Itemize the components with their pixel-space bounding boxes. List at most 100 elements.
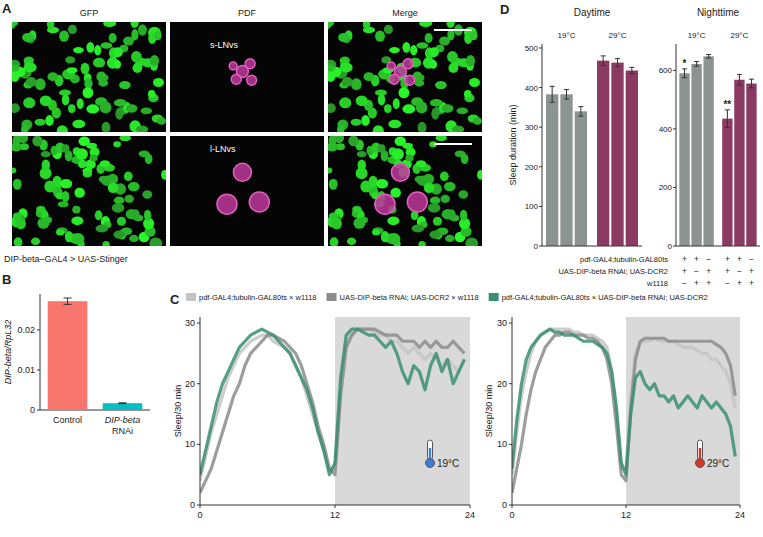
- gfp-cell: [477, 170, 482, 180]
- gfp-cell: [26, 77, 37, 87]
- gfp-cell: [73, 47, 84, 53]
- gfp-cell: [416, 42, 428, 48]
- gfp-cell: [352, 206, 361, 213]
- gfp-cell: [94, 45, 101, 55]
- panel-label: C: [170, 292, 180, 307]
- error-stem: [684, 69, 685, 78]
- gfp-cell: [12, 167, 16, 173]
- series-line: [200, 329, 464, 493]
- gfp-cell: [424, 182, 435, 192]
- gfp-cell: [405, 155, 413, 162]
- error-stem: [708, 55, 709, 59]
- y-tick-label: 0: [668, 242, 673, 251]
- bars: [679, 55, 756, 246]
- scale-bar: [434, 29, 472, 31]
- gfp-cell: [113, 47, 123, 57]
- y-tick-label: 30: [185, 318, 195, 328]
- micrograph-content: [12, 136, 166, 246]
- y-tick-label: 10: [185, 439, 195, 449]
- y-tick: [673, 246, 676, 247]
- pdf-cell: [403, 59, 413, 69]
- gfp-cell: [12, 65, 19, 72]
- bar: [546, 94, 558, 246]
- y-tick: [539, 87, 542, 88]
- gfp-cell: [42, 159, 51, 170]
- x-axis: [676, 246, 760, 247]
- legend-entry: pdf-GAL4;tubulin-GAL80ts × w1118: [199, 293, 317, 302]
- gfp-cell: [373, 125, 384, 132]
- genotype-sign: −: [694, 266, 699, 276]
- pdf-cell: [233, 163, 251, 181]
- series-line: [200, 329, 464, 475]
- genotype-sign: +: [682, 266, 687, 276]
- gfp-cell: [384, 25, 393, 34]
- gfp-cell: [440, 172, 449, 181]
- gfp-cell: [113, 141, 121, 147]
- y-tick-label: 20: [497, 379, 507, 389]
- error-stem: [67, 298, 68, 304]
- gfp-cell: [89, 155, 97, 162]
- gfp-cell: [100, 102, 112, 114]
- y-axis: [512, 317, 513, 505]
- caption: DIP-beta–GAL4 > UAS-Stinger: [4, 254, 128, 264]
- x-tick: [740, 505, 741, 508]
- genotype-sign: +: [749, 266, 754, 276]
- y-tick: [197, 323, 200, 324]
- micrograph-content: [229, 59, 256, 86]
- y-tick: [539, 246, 542, 247]
- genotype-label: pdf-GAL4;tubulin-GAL80ts: [580, 255, 668, 264]
- thermometer-bulb: [426, 459, 435, 468]
- group-label: 29°C: [730, 31, 748, 40]
- error-cap: [564, 89, 569, 90]
- gfp-cell: [356, 96, 368, 107]
- gfp-cell: [378, 94, 385, 105]
- significance-mark: **: [723, 99, 731, 110]
- gfp-cell: [337, 125, 345, 132]
- column-header: GFP: [80, 8, 99, 18]
- legend-entry: UAS-DIP-beta RNAi; UAS-DCR2 × w1118: [340, 293, 479, 302]
- gfp-cell: [339, 97, 351, 108]
- gfp-cell: [56, 229, 64, 235]
- gfp-cell: [398, 87, 409, 98]
- micrograph: [12, 22, 166, 132]
- gfp-cell: [72, 206, 80, 214]
- genotype-label: w1118: [646, 279, 668, 288]
- error-stem: [566, 90, 567, 100]
- column-header: PDF: [238, 8, 257, 18]
- gfp-cell: [72, 233, 85, 245]
- gfp-cell: [393, 98, 400, 109]
- legend-swatch: [327, 293, 337, 301]
- pdf-cell: [247, 75, 257, 85]
- gfp-cell: [381, 231, 389, 242]
- pdf-cell: [231, 74, 241, 84]
- micrograph-content: [328, 136, 482, 246]
- gfp-cell: [93, 58, 105, 68]
- micrograph-content: [217, 163, 269, 214]
- gfp-cell: [114, 99, 127, 107]
- error-bar: [682, 69, 687, 78]
- x-tick-label: Control: [53, 415, 82, 425]
- gfp-cell: [129, 235, 138, 242]
- error-cap: [119, 402, 127, 403]
- pdf-cell: [391, 163, 409, 181]
- y-tick: [37, 330, 40, 331]
- error-bar: [564, 90, 569, 100]
- gfp-cell: [96, 72, 106, 82]
- gfp-cell: [119, 81, 131, 89]
- bar: [626, 71, 638, 246]
- gfp-cell: [65, 231, 73, 242]
- gfp-cell: [114, 197, 125, 205]
- gfp-cell: [418, 122, 427, 132]
- genotype-sign: +: [694, 278, 699, 288]
- gfp-cell: [416, 160, 427, 167]
- gfp-cell: [342, 77, 353, 87]
- x-tick-label: 0: [509, 510, 514, 520]
- gfp-cell: [13, 179, 22, 190]
- gfp-cell: [444, 182, 456, 191]
- gfp-cell: [358, 217, 368, 223]
- x-tick-label: 12: [330, 510, 340, 520]
- genotype-sign: −: [706, 254, 711, 264]
- y-tick: [673, 187, 676, 188]
- panel-label: D: [500, 2, 509, 17]
- y-tick-label: 500: [525, 44, 539, 53]
